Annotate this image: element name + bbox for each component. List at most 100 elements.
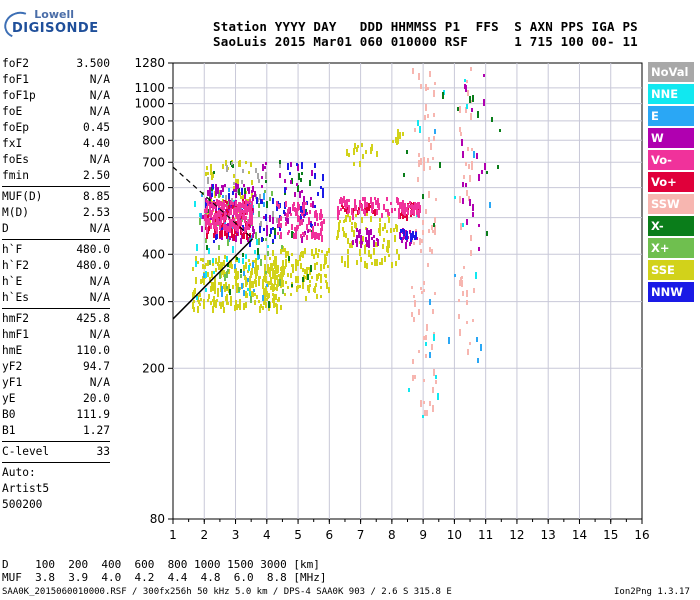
data-point-noval — [257, 173, 259, 179]
data-point-e — [221, 286, 223, 293]
data-point-ssw — [420, 400, 422, 407]
data-point-e — [473, 151, 475, 158]
data-point-nnw — [301, 162, 303, 169]
data-point-vominus — [225, 225, 227, 230]
data-point-w — [240, 238, 242, 244]
data-point-vominus — [390, 202, 392, 205]
data-point-ssw — [418, 160, 420, 167]
data-point-ssw — [427, 114, 429, 118]
data-point-w — [367, 241, 369, 245]
data-point-xminus — [433, 223, 435, 227]
data-point-vominus — [391, 208, 393, 213]
data-point-w — [299, 191, 301, 198]
data-point-xminus — [439, 162, 441, 168]
data-point-sse — [280, 249, 282, 254]
data-point-sse — [326, 282, 328, 289]
param-label: B0 — [2, 408, 16, 421]
data-point-w — [476, 153, 478, 159]
data-point-sse — [270, 286, 272, 290]
data-point-vominus — [240, 220, 242, 223]
data-point-vominus — [294, 207, 296, 212]
data-point-w — [294, 192, 296, 197]
data-point-vominus — [225, 215, 227, 219]
data-point-ssw — [425, 209, 427, 214]
data-point-xminus — [307, 274, 309, 280]
data-point-nnw — [314, 163, 316, 168]
data-point-sse — [327, 265, 329, 268]
data-point-w — [272, 217, 274, 224]
data-point-sse — [249, 286, 251, 291]
param-value: 110.0 — [76, 344, 110, 357]
data-point-nne — [196, 244, 198, 251]
data-point-ssw — [418, 309, 420, 315]
data-point-ssw — [428, 229, 430, 233]
data-point-sse — [376, 151, 378, 157]
data-point-w — [360, 241, 362, 248]
legend-item-sse: SSE — [648, 260, 694, 280]
data-point-sse — [266, 292, 268, 297]
param-row: h`Es N/A — [2, 290, 110, 306]
data-point-sse — [272, 293, 274, 296]
data-point-vominus — [277, 232, 279, 235]
data-point-ssw — [467, 349, 469, 355]
data-point-sse — [272, 250, 274, 254]
data-point-sse — [320, 264, 322, 271]
data-point-vominus — [246, 222, 248, 229]
data-point-w — [471, 108, 473, 112]
data-point-vominus — [207, 203, 209, 206]
data-point-vominus — [305, 202, 307, 205]
data-point-vominus — [383, 204, 385, 210]
data-point-vominus — [298, 204, 300, 210]
data-point-nnw — [270, 228, 272, 234]
data-point-sse — [246, 293, 248, 298]
data-point-w — [252, 186, 254, 192]
legend-item-xminus: X- — [648, 216, 694, 236]
data-point-xplus — [255, 232, 257, 239]
param-label: h`E — [2, 275, 23, 288]
data-point-sse — [297, 276, 299, 283]
data-point-sse — [268, 293, 270, 296]
data-point-vominus — [387, 209, 389, 215]
data-point-vominus — [371, 207, 373, 213]
auto-line: Auto: — [2, 466, 36, 479]
data-point-nne — [213, 271, 215, 274]
data-point-ssw — [411, 312, 413, 317]
data-point-sse — [269, 257, 271, 260]
data-point-sse — [220, 265, 222, 272]
data-point-sse — [396, 225, 398, 232]
data-point-vominus — [251, 218, 253, 225]
data-point-vominus — [320, 209, 322, 215]
param-label: foF1p — [2, 89, 36, 102]
data-point-noval — [260, 221, 262, 227]
data-point-noval — [231, 162, 233, 165]
data-point-sse — [274, 256, 276, 263]
data-point-w — [253, 229, 255, 234]
data-point-nnw — [256, 197, 258, 204]
data-point-sse — [222, 164, 224, 169]
data-point-vominus — [250, 212, 252, 215]
data-point-ssw — [422, 230, 424, 235]
data-point-sse — [345, 215, 347, 222]
footer-muf-row: MUF 3.8 3.9 4.0 4.2 4.4 4.8 6.0 8.8 [MHz… — [2, 571, 327, 584]
data-point-w — [358, 231, 360, 234]
data-point-xplus — [240, 274, 242, 278]
data-point-sse — [311, 249, 313, 256]
data-point-vominus — [223, 217, 225, 220]
data-point-sse — [222, 301, 224, 307]
data-point-w — [237, 184, 239, 189]
data-point-sse — [203, 299, 205, 306]
data-point-ssw — [466, 80, 468, 83]
data-point-vominus — [312, 226, 314, 232]
data-point-ssw — [461, 276, 463, 279]
data-point-nne — [433, 334, 435, 341]
data-point-voplus — [232, 203, 234, 209]
data-point-sse — [234, 305, 236, 311]
data-point-sse — [250, 162, 252, 167]
data-point-w — [466, 219, 468, 225]
param-value: N/A — [89, 275, 110, 288]
data-point-w — [263, 216, 265, 219]
data-point-nnw — [232, 191, 234, 195]
data-point-nne — [245, 254, 247, 259]
data-point-sse — [297, 260, 299, 266]
data-point-vominus — [243, 204, 245, 208]
